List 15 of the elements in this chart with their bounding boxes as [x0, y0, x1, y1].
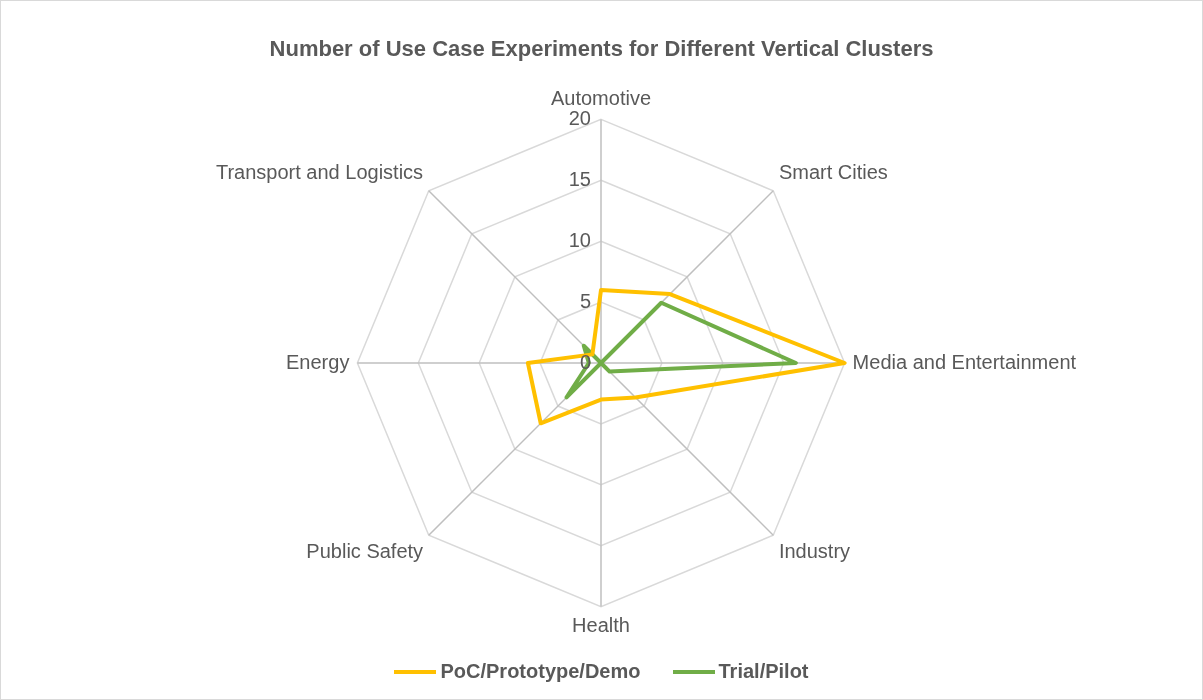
spoke-label: Health: [572, 614, 630, 637]
spoke-label: Smart Cities: [778, 160, 888, 183]
spoke-label: Automotive: [550, 86, 652, 109]
legend-label: Trial/Pilot: [718, 660, 809, 683]
legend-label: PoC/Prototype/Demo: [440, 660, 641, 683]
spoke-label: Media and Entertainment: [852, 350, 1077, 373]
y-tick-label: 5: [579, 289, 591, 312]
y-tick-label: 10: [568, 228, 591, 251]
spoke-label: Industry: [778, 540, 851, 563]
spoke-label: Energy: [286, 350, 350, 373]
spoke-label: Transport and Logistics: [215, 160, 424, 183]
y-tick-label: 15: [568, 167, 591, 190]
chart-title: Number of Use Case Experiments for Different Vertical Clusters: [269, 36, 934, 62]
y-tick-label: 20: [568, 106, 591, 129]
spoke-label: Public Safety: [306, 540, 424, 563]
